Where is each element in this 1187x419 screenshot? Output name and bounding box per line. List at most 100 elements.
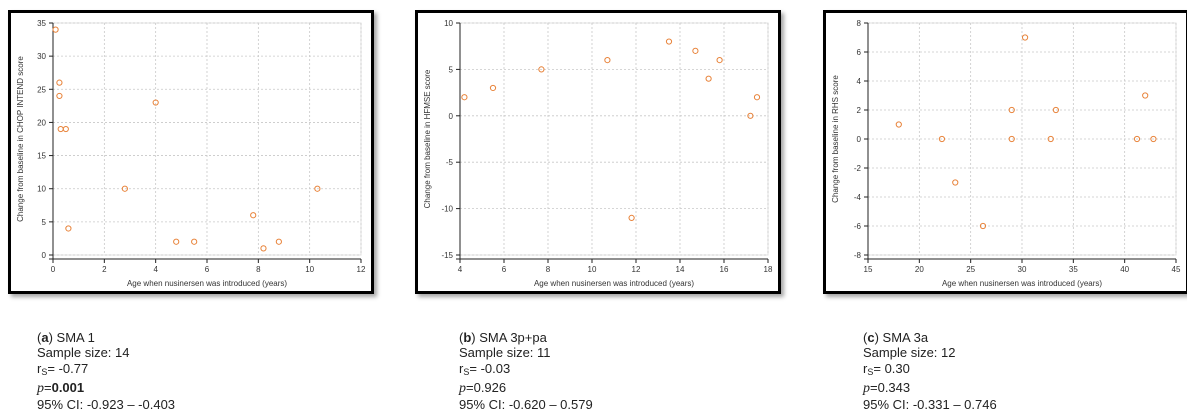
y-axis-label-c: Change from baseline in RHS score — [831, 75, 840, 203]
data-point-c-9 — [1133, 135, 1141, 143]
x-tick-label-a-1: 2 — [102, 265, 107, 274]
data-point-c-2 — [952, 179, 959, 186]
data-point-b-1 — [489, 84, 497, 92]
scatter-plot-a: 0 5 10 15 20 25 30 35 0 2 4 6 8 10 12 Age when nusiners… — [16, 19, 366, 288]
x-tick-label-c-6: 45 — [1172, 265, 1181, 274]
x-axis-label-a: Age when nusinersen was introduced (year… — [127, 279, 287, 288]
y-tick-label-a-0: 0 — [42, 251, 47, 260]
x-tick-label-c-5: 40 — [1120, 265, 1129, 274]
data-point-a-12 — [275, 238, 282, 245]
chart-panel-c: -8 -6 -4 -2 0 2 4 6 8 15 20 25 30 35 40 45 Age when nusi… — [823, 10, 1187, 294]
caption-a-ci: 95% CI: -0.923 – -0.403 — [37, 396, 176, 412]
caption-b-rs: rS= -0.03 — [459, 360, 511, 377]
data-point-b-5 — [665, 38, 673, 45]
y-axis-label-b: Change from baseline in HFMSE score — [423, 69, 432, 208]
y-tick-label-b-0: -15 — [441, 251, 453, 260]
data-point-b-0 — [461, 94, 468, 101]
caption-c-p: p=0.343 — [863, 380, 911, 397]
y-tick-label-b-2: -5 — [446, 158, 454, 167]
x-tick-label-b-6: 16 — [720, 265, 729, 274]
caption-c-sample-size: Sample size: 12 — [863, 345, 956, 361]
x-tick-label-b-2: 8 — [546, 265, 551, 274]
x-tick-label-b-7: 18 — [764, 265, 773, 274]
data-point-c-8 — [1052, 106, 1059, 114]
x-tick-label-b-0: 4 — [458, 265, 463, 274]
caption-c: (c) SMA 3a Sample size: 12 rS= 0.30 p=0.… — [863, 330, 997, 412]
data-point-c-3 — [979, 222, 987, 230]
x-axis-label-c: Age when nusinersen was introduced (year… — [942, 279, 1102, 288]
caption-a-rs: rS= -0.77 — [37, 360, 89, 377]
data-point-a-6 — [121, 185, 128, 192]
x-tick-label-a-0: 0 — [51, 265, 56, 274]
x-tick-label-b-4: 12 — [632, 265, 641, 274]
caption-c-title: (c) SMA 3a — [863, 330, 929, 345]
x-tick-label-c-2: 25 — [966, 265, 975, 274]
caption-b-p: p=0.926 — [459, 380, 507, 397]
caption-a-sample-size: Sample size: 14 — [37, 345, 130, 361]
x-tick-label-c-4: 35 — [1069, 265, 1078, 274]
y-tick-label-c-2: -4 — [854, 193, 862, 202]
y-tick-label-a-4: 20 — [37, 118, 46, 127]
data-point-a-13 — [314, 185, 321, 192]
x-tick-label-a-3: 6 — [205, 265, 210, 274]
data-point-c-10 — [1142, 92, 1149, 99]
data-point-a-0 — [52, 26, 59, 33]
data-point-b-3 — [604, 57, 611, 64]
data-point-a-7 — [152, 99, 159, 106]
data-point-a-11 — [260, 245, 267, 252]
data-point-c-6 — [1021, 34, 1029, 41]
data-point-c-7 — [1047, 135, 1054, 143]
data-point-a-5 — [65, 225, 72, 232]
data-point-a-10 — [250, 212, 257, 219]
data-point-b-7 — [705, 75, 712, 82]
x-tick-label-b-5: 14 — [676, 265, 685, 274]
caption-b: (b) SMA 3p+pa Sample size: 11 rS= -0.03 … — [459, 330, 593, 412]
data-point-c-1 — [938, 135, 946, 143]
chart-panel-a: 0 5 10 15 20 25 30 35 0 2 4 6 8 10 12 Age when nusiners… — [8, 10, 374, 294]
x-tick-label-a-2: 4 — [153, 265, 158, 274]
data-point-a-9 — [191, 238, 198, 245]
y-tick-label-c-8: 8 — [857, 19, 862, 28]
y-tick-label-b-3: 0 — [449, 112, 454, 121]
data-point-c-0 — [895, 121, 902, 128]
data-point-b-6 — [692, 47, 699, 54]
data-point-b-8 — [716, 57, 723, 64]
y-tick-label-a-7: 35 — [37, 19, 46, 28]
y-tick-label-a-6: 30 — [37, 52, 46, 61]
caption-b-sample-size: Sample size: 11 — [459, 345, 551, 361]
data-point-a-8 — [173, 238, 180, 245]
data-point-b-9 — [747, 112, 754, 119]
y-tick-label-a-3: 15 — [37, 152, 46, 161]
x-tick-label-a-5: 10 — [305, 265, 314, 274]
x-tick-label-b-1: 6 — [502, 265, 507, 274]
caption-b-title: (b) SMA 3p+pa — [459, 330, 547, 345]
x-tick-label-b-3: 10 — [588, 265, 597, 274]
data-point-c-11 — [1150, 135, 1157, 143]
y-tick-label-a-5: 25 — [37, 85, 46, 94]
x-tick-label-a-6: 12 — [357, 265, 366, 274]
data-point-c-4 — [1008, 106, 1015, 114]
caption-b-ci: 95% CI: -0.620 – 0.579 — [459, 396, 593, 412]
y-tick-label-a-2: 10 — [37, 185, 46, 194]
y-tick-label-a-1: 5 — [42, 218, 47, 227]
data-point-b-10 — [753, 94, 761, 101]
data-point-b-2 — [538, 66, 545, 73]
y-tick-label-b-4: 5 — [449, 65, 454, 74]
caption-a: (a) SMA 1 Sample size: 14 rS= -0.77 p=0.… — [37, 330, 175, 412]
y-tick-label-c-7: 6 — [857, 48, 862, 57]
x-tick-label-c-3: 30 — [1018, 265, 1027, 274]
y-tick-label-c-3: -2 — [854, 164, 862, 173]
y-tick-label-c-4: 0 — [857, 135, 862, 144]
plot-area-b — [459, 22, 769, 256]
y-tick-label-c-6: 4 — [857, 77, 862, 86]
x-tick-label-c-1: 20 — [915, 265, 924, 274]
y-tick-label-c-5: 2 — [857, 106, 862, 115]
data-point-a-4 — [62, 125, 69, 133]
x-tick-label-a-4: 8 — [256, 265, 261, 274]
chart-panel-b: -15 -10 -5 0 5 10 4 6 8 10 12 14 16 18 Age when nusine… — [415, 10, 781, 294]
data-point-c-5 — [1008, 135, 1015, 143]
data-point-b-4 — [628, 214, 635, 221]
caption-c-rs: rS= 0.30 — [863, 360, 910, 377]
caption-a-title: (a) SMA 1 — [37, 330, 95, 345]
data-point-a-2 — [56, 92, 63, 100]
